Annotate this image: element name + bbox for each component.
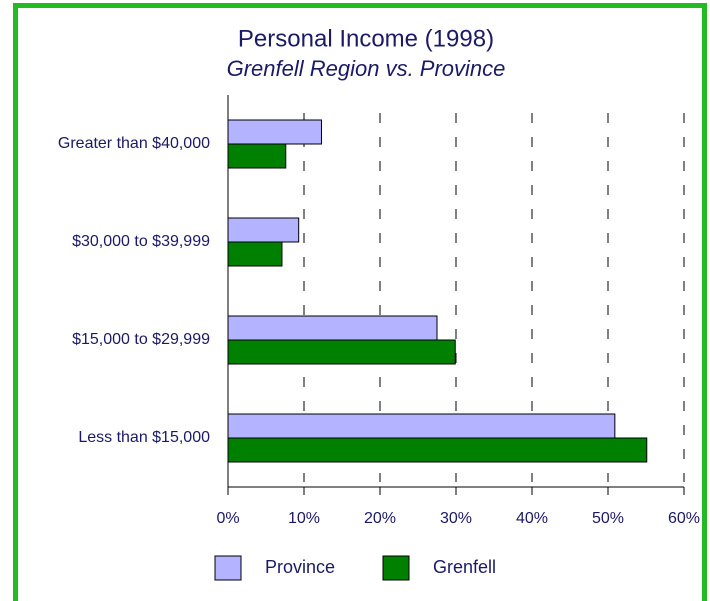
legend-swatch — [214, 555, 242, 581]
y-tick-label: $30,000 to $39,999 — [72, 233, 210, 250]
chart-subtitle: Grenfell Region vs. Province — [227, 56, 506, 81]
bar — [227, 217, 300, 243]
bar — [227, 413, 616, 439]
bar — [227, 315, 438, 341]
y-tick-label: $15,000 to $29,999 — [72, 331, 210, 348]
x-tick-label: 30% — [440, 510, 472, 527]
y-tick-label: Less than $15,000 — [78, 429, 210, 446]
x-tick-label: 40% — [516, 510, 548, 527]
x-tick-label: 0% — [216, 510, 239, 527]
x-tick-label: 10% — [288, 510, 320, 527]
x-tick-label: 20% — [364, 510, 396, 527]
bar — [227, 119, 322, 145]
x-tick-label: 50% — [592, 510, 624, 527]
y-tick-label: Greater than $40,000 — [58, 135, 210, 152]
bar — [227, 437, 648, 463]
chart-title: Personal Income (1998) — [238, 25, 494, 52]
frame — [13, 3, 707, 601]
legend-label: Grenfell — [433, 557, 496, 577]
bar — [227, 241, 283, 267]
bar — [227, 339, 456, 365]
bar — [227, 143, 287, 169]
legend-swatch — [382, 555, 410, 581]
x-tick-label: 60% — [668, 510, 700, 527]
legend-label: Province — [265, 557, 335, 577]
